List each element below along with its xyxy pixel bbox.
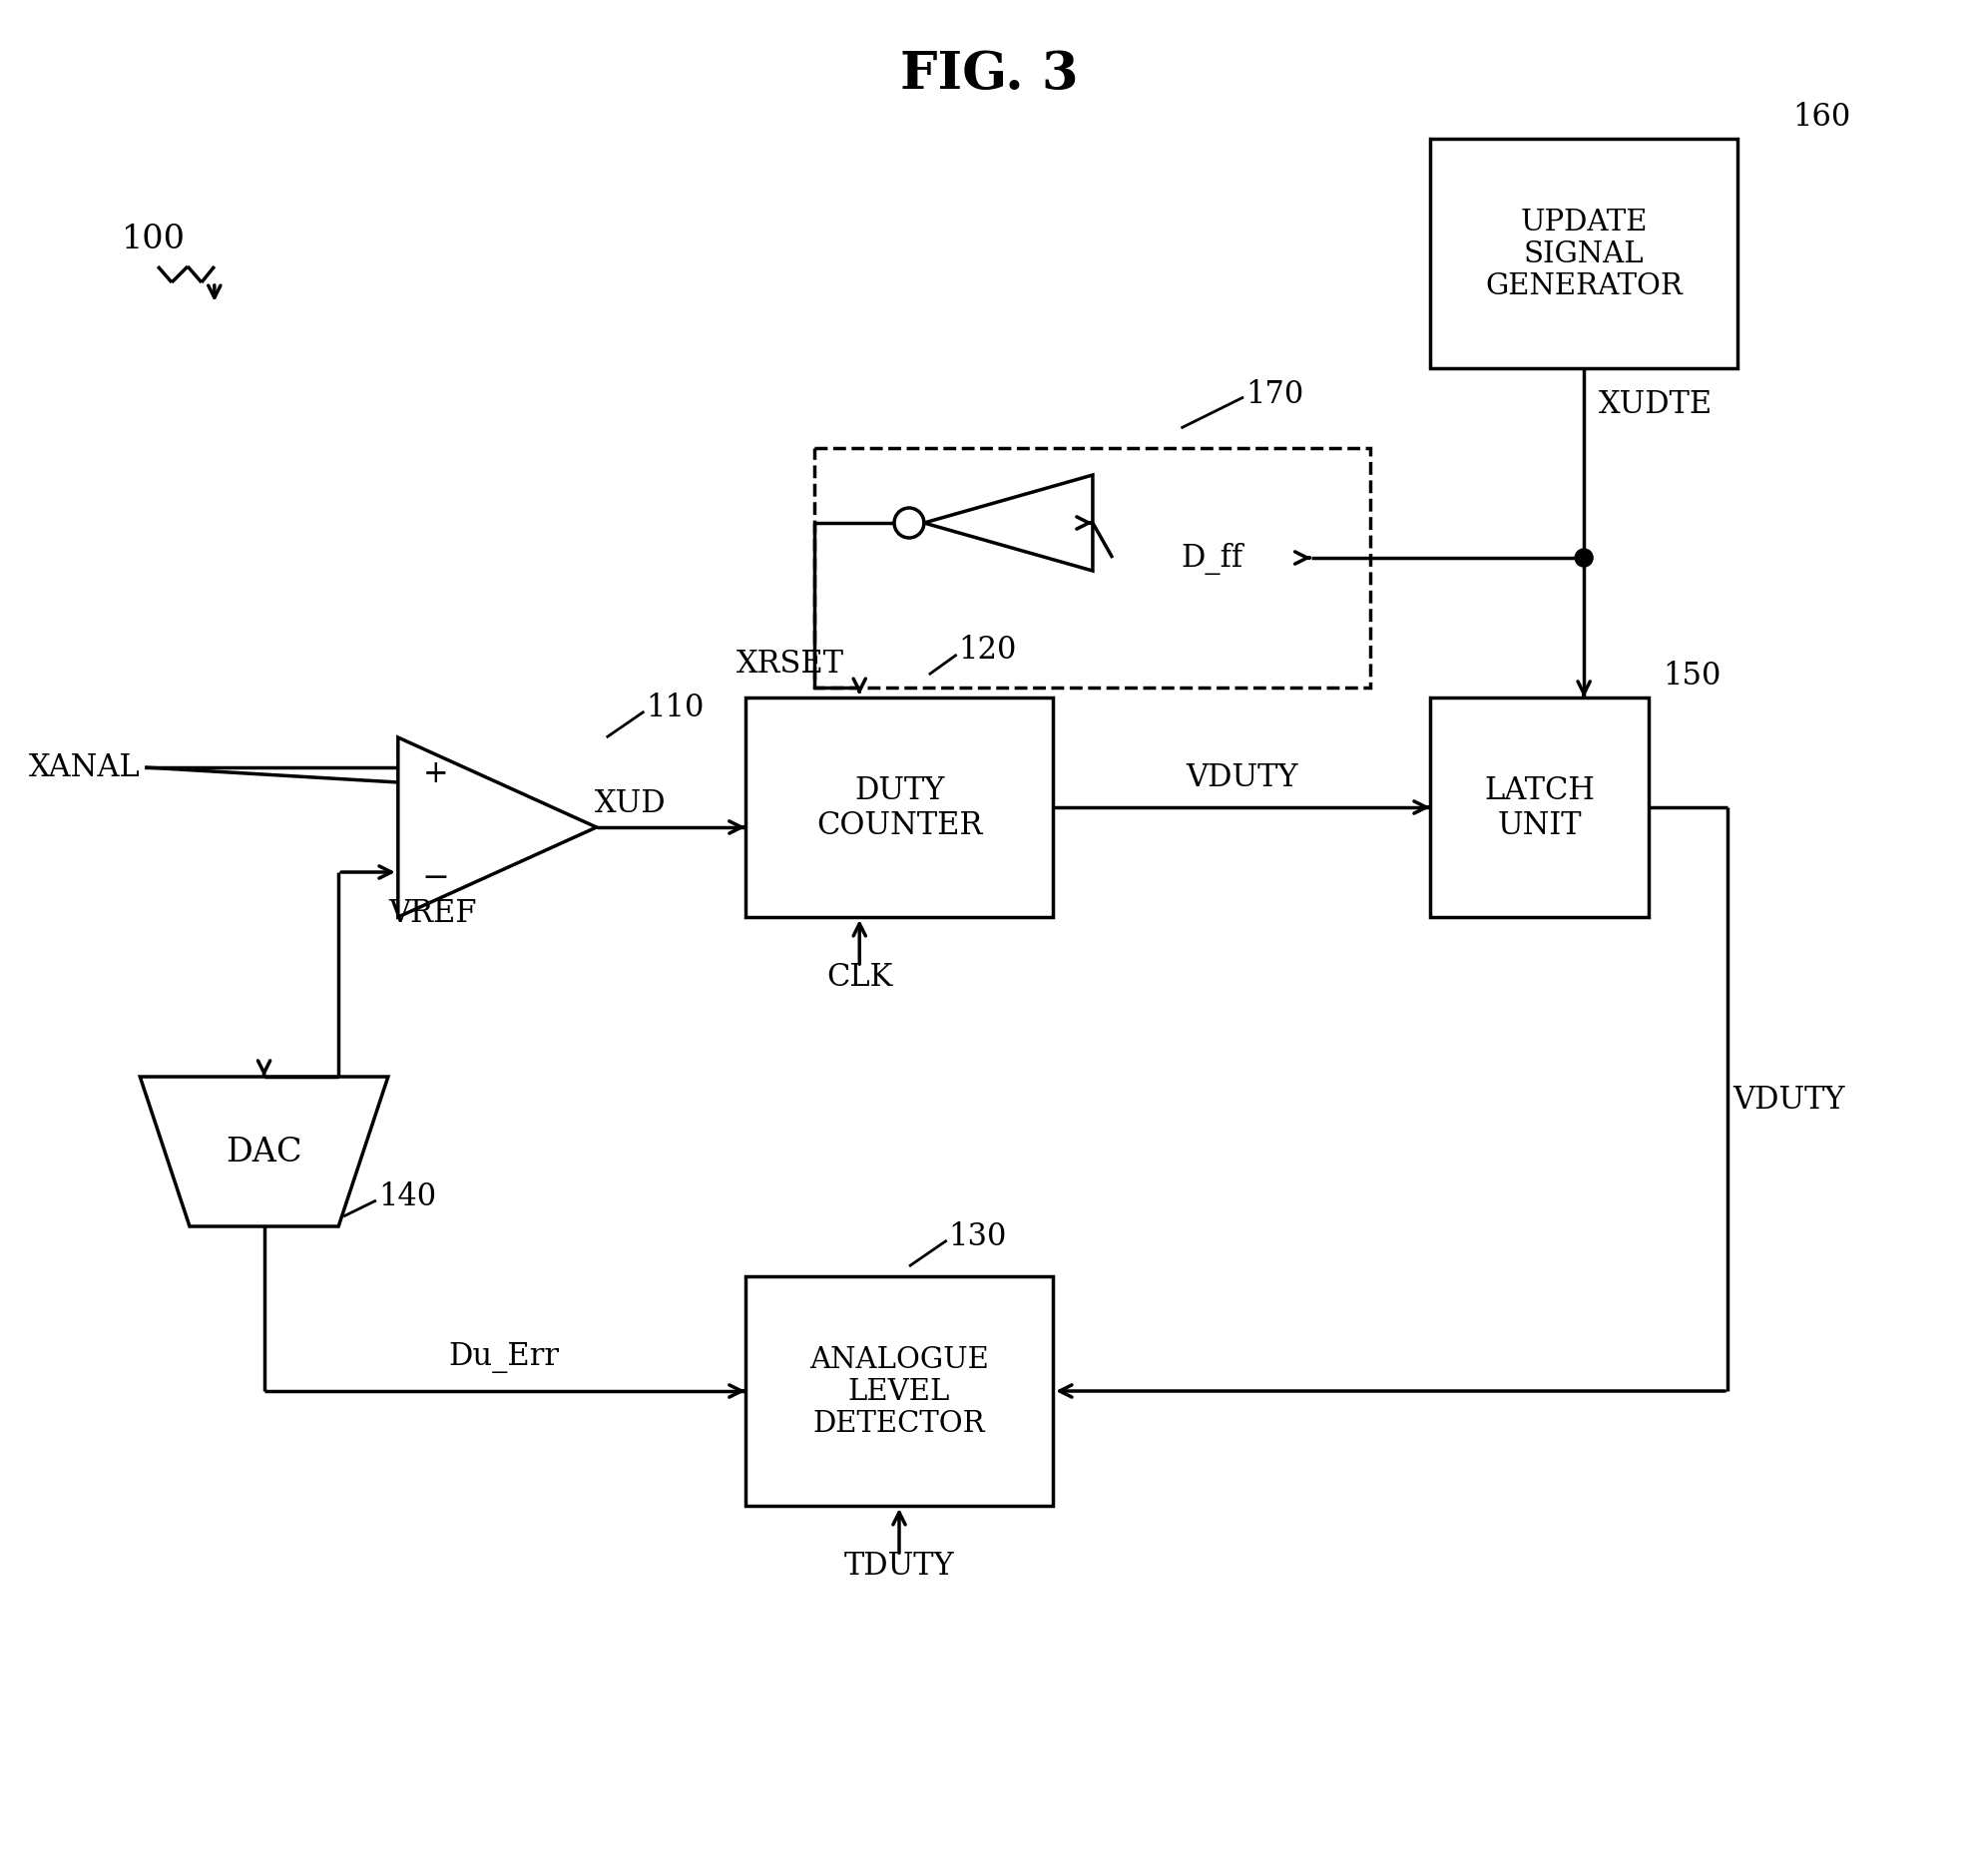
Text: DAC: DAC: [226, 1137, 301, 1169]
Text: FIG. 3: FIG. 3: [900, 49, 1079, 99]
Text: 130: 130: [949, 1221, 1006, 1251]
Text: XUD: XUD: [595, 788, 666, 818]
Circle shape: [1575, 550, 1593, 567]
Text: LATCH
UNIT: LATCH UNIT: [1485, 775, 1595, 840]
Bar: [815, 448, 1370, 688]
Text: D_ff: D_ff: [1181, 542, 1242, 574]
Bar: [1112, 488, 1311, 628]
Polygon shape: [923, 477, 1093, 572]
Text: 120: 120: [959, 634, 1016, 666]
Circle shape: [894, 508, 923, 538]
Polygon shape: [398, 737, 597, 917]
Text: UPDATE
SIGNAL
GENERATOR: UPDATE SIGNAL GENERATOR: [1485, 208, 1683, 300]
Bar: [1429, 698, 1648, 917]
Text: XRSET: XRSET: [736, 647, 845, 679]
Bar: [746, 698, 1053, 917]
Text: VDUTY: VDUTY: [1185, 762, 1298, 794]
Polygon shape: [140, 1077, 388, 1227]
Text: 140: 140: [378, 1182, 437, 1212]
Text: VDUTY: VDUTY: [1733, 1084, 1845, 1114]
Text: VREF: VREF: [388, 897, 476, 929]
Bar: [1429, 139, 1739, 370]
Text: CLK: CLK: [827, 962, 892, 992]
Text: 160: 160: [1792, 101, 1851, 133]
Text: 100: 100: [122, 223, 185, 255]
Text: XUDTE: XUDTE: [1599, 388, 1713, 420]
Text: 150: 150: [1664, 660, 1721, 692]
Text: 110: 110: [646, 692, 705, 724]
Text: XANAL: XANAL: [28, 752, 140, 784]
Text: 170: 170: [1246, 379, 1303, 409]
Bar: [746, 1276, 1053, 1506]
Text: TDUTY: TDUTY: [845, 1550, 955, 1581]
Text: Du_Err: Du_Err: [449, 1341, 559, 1371]
Text: −: −: [421, 861, 449, 893]
Text: +: +: [423, 758, 449, 788]
Text: DUTY
COUNTER: DUTY COUNTER: [817, 775, 983, 840]
Text: ANALOGUE
LEVEL
DETECTOR: ANALOGUE LEVEL DETECTOR: [809, 1345, 988, 1437]
